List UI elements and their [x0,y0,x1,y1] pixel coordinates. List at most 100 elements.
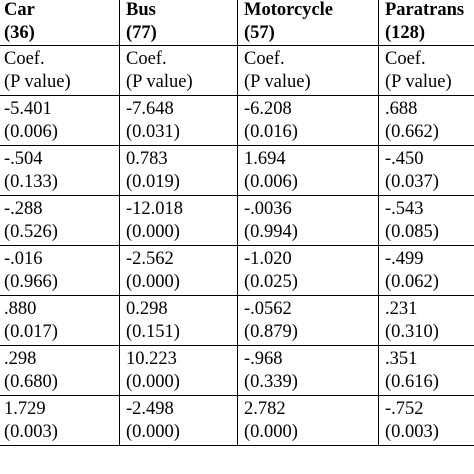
table-cell: -.752 (0.003) [378,395,474,446]
cell-coefficient: -.499 [385,249,424,269]
cell-coefficient: -.504 [4,149,43,169]
header-cell-motorcycle: Motorcycle (57) [237,0,379,46]
cell-p-value: (0.526) [4,222,58,242]
table-cell: .880 (0.017) [0,295,120,346]
table-cell: -.499 (0.062) [378,245,474,296]
cell-coefficient: .231 [385,299,418,319]
cell-p-value: (0.662) [385,122,439,142]
table-cell: -.543 (0.085) [378,195,474,246]
table-cell: .231 (0.310) [378,295,474,346]
table-row: -.504 (0.133) 0.783 (0.019) 1.694 (0.006) -.45… [0,145,474,196]
cell-p-value: (0.037) [385,172,439,192]
table-cell: .688 (0.662) [378,95,474,146]
table-row: Coef. (P value) Coef. (P value) Coef. (P valu… [0,45,474,96]
cell-p-value: (0.019) [126,172,180,192]
table-cell: -.504 (0.133) [0,145,120,196]
cell-coefficient: -.752 [385,399,424,419]
table-cell: 10.223 (0.000) [119,345,238,396]
header-count: (77) [126,23,157,43]
header-name: Paratrans [385,0,465,20]
cell-coefficient: 1.694 [244,149,286,169]
cell-p-value: (0.025) [244,272,298,292]
header-name: Car [4,0,35,20]
table-row: 1.729 (0.003) -2.498 (0.000) 2.782 (0.000) -.7… [0,395,474,446]
cell-p-value: (0.339) [244,372,298,392]
header-count: (57) [244,23,275,43]
cell-coefficient: 10.223 [126,349,177,369]
table-cell: Coef. (P value) [237,45,379,96]
cell-coefficient: 1.729 [4,399,46,419]
cell-coefficient: -1.020 [244,249,292,269]
cell-coefficient: -12.018 [126,199,184,219]
table-cell: -2.562 (0.000) [119,245,238,296]
table-cell: -.016 (0.966) [0,245,120,296]
cell-p-value: (0.016) [244,122,298,142]
table-cell: 1.694 (0.006) [237,145,379,196]
cell-p-value: (P value) [4,72,71,92]
table-cell: 2.782 (0.000) [237,395,379,446]
cell-p-value: (P value) [385,72,452,92]
header-count: (36) [4,23,35,43]
cell-p-value: (0.000) [244,422,298,442]
table-row: -5.401 (0.006) -7.648 (0.031) -6.208 (0.016).… [0,95,474,146]
cell-p-value: (0.003) [4,422,58,442]
cell-p-value: (0.310) [385,322,439,342]
table-cell: -12.018 (0.000) [119,195,238,246]
table-cell: -.288 (0.526) [0,195,120,246]
cell-p-value: (0.000) [126,372,180,392]
cell-coefficient: -.016 [4,249,43,269]
coefficient-table: Car (36) Bus (77) Motorcycle (57) Paratr… [0,0,474,446]
cell-coefficient: -5.401 [4,99,52,119]
table-row: .298 (0.680) 10.223 (0.000) -.968 (0.339) .351… [0,345,474,396]
cell-coefficient: .880 [4,299,37,319]
table-cell: Coef. (P value) [119,45,238,96]
header-row: Car (36) Bus (77) Motorcycle (57) Paratr… [0,0,474,46]
cell-coefficient: -.0036 [244,199,292,219]
table-cell: -7.648 (0.031) [119,95,238,146]
cell-p-value: (0.006) [244,172,298,192]
cell-p-value: (0.085) [385,222,439,242]
cell-coefficient: .688 [385,99,418,119]
cell-coefficient: Coef. [385,49,426,69]
header-cell-car: Car (36) [0,0,120,46]
cell-p-value: (0.879) [244,322,298,342]
cell-coefficient: Coef. [4,49,45,69]
cell-coefficient: -.450 [385,149,424,169]
table-cell: -.968 (0.339) [237,345,379,396]
header-name: Motorcycle [244,0,334,20]
cell-p-value: (0.151) [126,322,180,342]
table-cell: -.0036 (0.994) [237,195,379,246]
cell-coefficient: -2.562 [126,249,174,269]
cell-coefficient: -.0562 [244,299,292,319]
cell-coefficient: -2.498 [126,399,174,419]
header-cell-paratransit: Paratrans (128) [378,0,474,46]
cell-p-value: (0.006) [4,122,58,142]
table-body: Coef. (P value) Coef. (P value) Coef. (P valu… [0,45,474,446]
cell-coefficient: Coef. [244,49,285,69]
table-row: -.016 (0.966) -2.562 (0.000) -1.020 (0.025) -.… [0,245,474,296]
cell-coefficient: .298 [4,349,37,369]
table-cell: -.450 (0.037) [378,145,474,196]
table-cell: 1.729 (0.003) [0,395,120,446]
table-cell: Coef. (P value) [0,45,120,96]
table-cell: -.0562 (0.879) [237,295,379,346]
cell-coefficient: -7.648 [126,99,174,119]
cell-coefficient: -6.208 [244,99,292,119]
cell-coefficient: 0.298 [126,299,168,319]
table-cell: Coef. (P value) [378,45,474,96]
header-cell-bus: Bus (77) [119,0,238,46]
header-count: (128) [385,23,426,43]
table-row: -.288 (0.526) -12.018 (0.000) -.0036 (0.994) -… [0,195,474,246]
cell-coefficient: -.968 [244,349,283,369]
cell-coefficient: .351 [385,349,418,369]
cell-p-value: (0.031) [126,122,180,142]
cell-p-value: (0.003) [385,422,439,442]
header-name: Bus [126,0,156,20]
cell-p-value: (0.062) [385,272,439,292]
table-cell: .298 (0.680) [0,345,120,396]
cell-coefficient: -.288 [4,199,43,219]
table-cell: -1.020 (0.025) [237,245,379,296]
cell-p-value: (0.966) [4,272,58,292]
cell-coefficient: 2.782 [244,399,286,419]
